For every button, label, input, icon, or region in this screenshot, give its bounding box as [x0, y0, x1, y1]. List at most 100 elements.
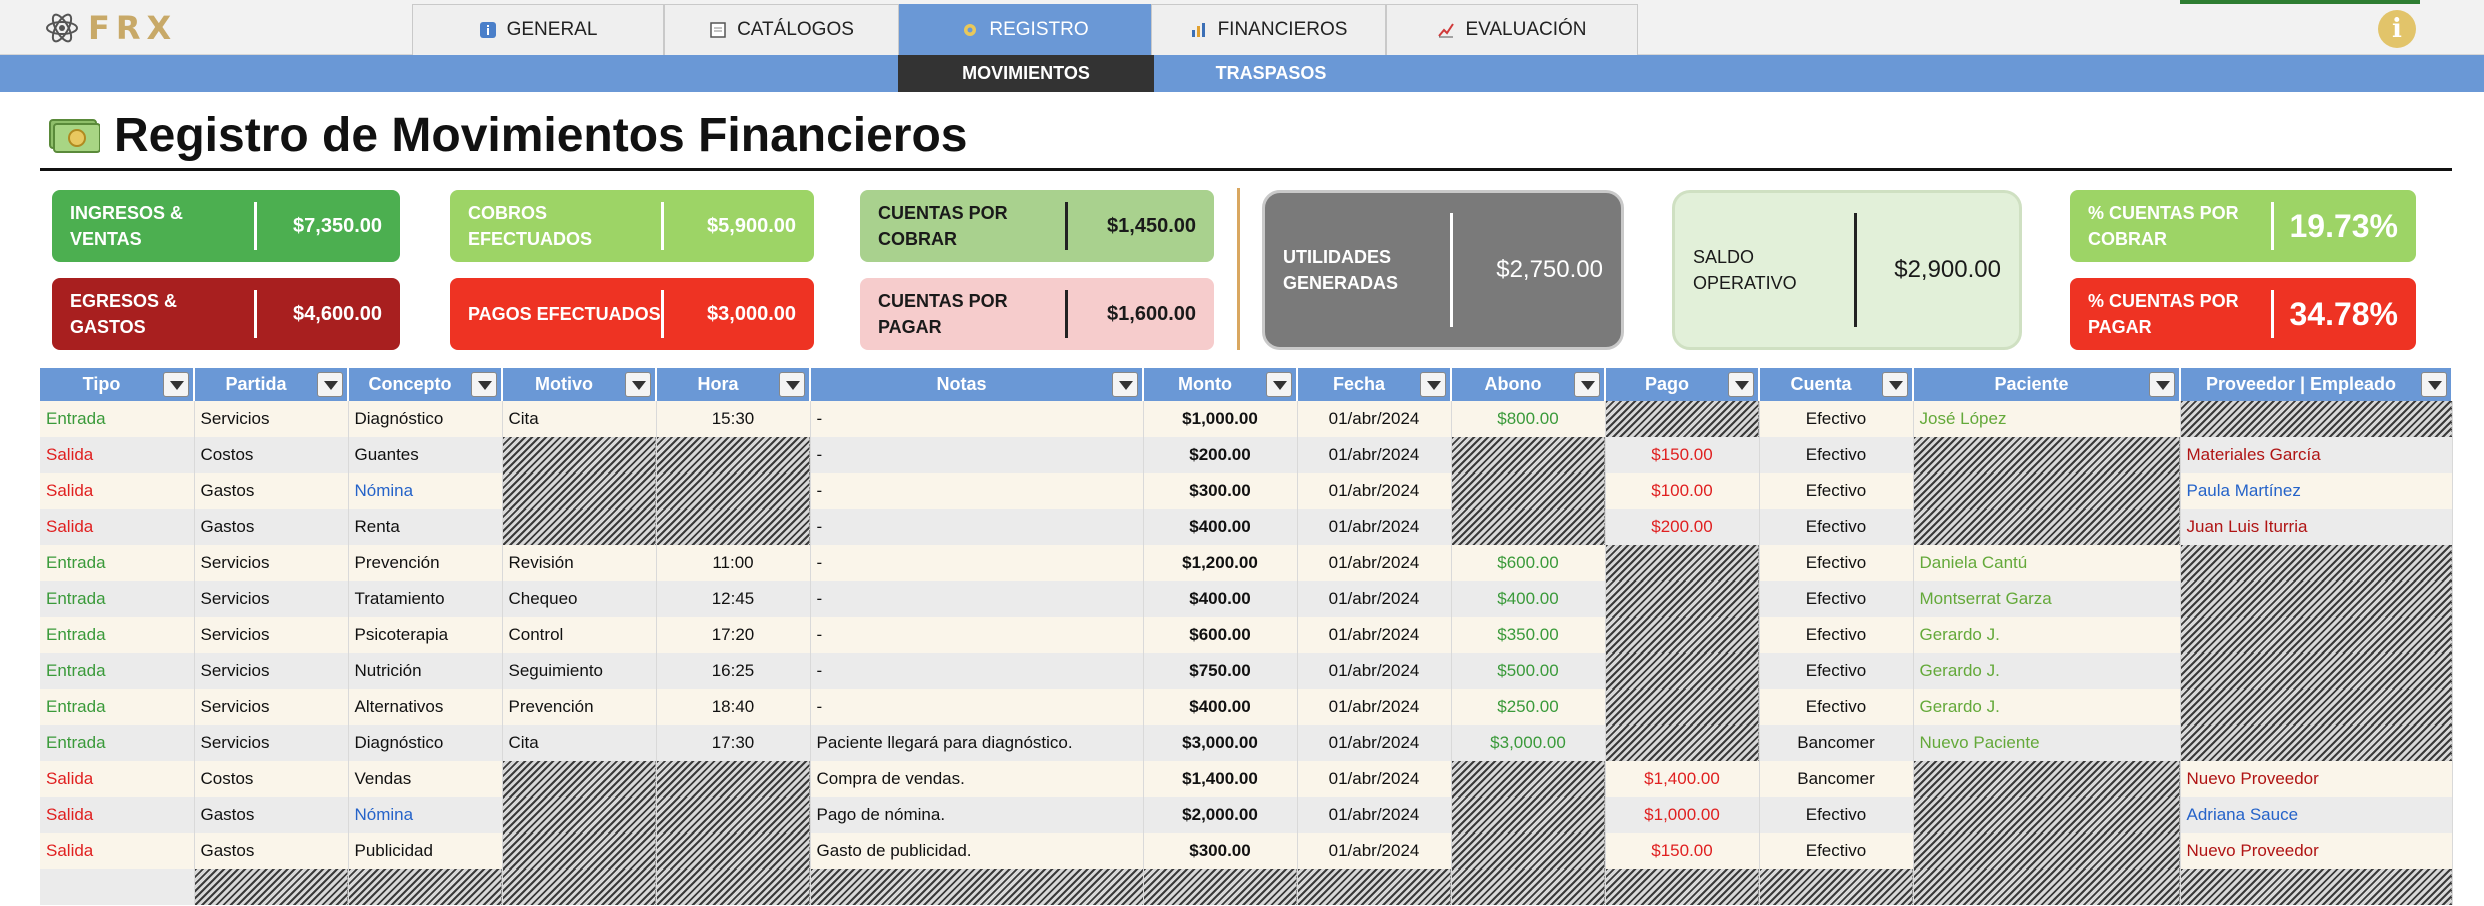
cell-cuenta[interactable]: Efectivo	[1759, 437, 1914, 473]
tab-catalogos[interactable]: CATÁLOGOS	[664, 4, 899, 55]
cell-proveedor[interactable]: Materiales García	[2180, 437, 2453, 473]
cell-fecha[interactable]: 01/abr/2024	[1297, 725, 1452, 761]
cell-paciente[interactable]	[1913, 833, 2181, 869]
cell-abono[interactable]	[1451, 473, 1606, 509]
filter-dropdown-icon[interactable]	[1728, 372, 1754, 397]
cell-pago[interactable]	[1605, 869, 1760, 905]
table-row[interactable]: Salida Gastos Publicidad Gasto de publicida…	[40, 833, 2453, 869]
cell-fecha[interactable]: 01/abr/2024	[1297, 401, 1452, 437]
cell-cuenta[interactable]: Efectivo	[1759, 581, 1914, 617]
cell-fecha[interactable]: 01/abr/2024	[1297, 437, 1452, 473]
cell-partida[interactable]: Servicios	[194, 545, 349, 581]
cell-notas[interactable]: Gasto de publicidad.	[810, 833, 1144, 869]
cell-notas[interactable]: -	[810, 581, 1144, 617]
cell-partida[interactable]: Costos	[194, 437, 349, 473]
cell-partida[interactable]	[194, 869, 349, 905]
filter-dropdown-icon[interactable]	[1574, 372, 1600, 397]
filter-dropdown-icon[interactable]	[2421, 372, 2447, 397]
cell-concepto[interactable]: Diagnóstico	[348, 401, 503, 437]
table-row[interactable]: Entrada Servicios Diagnóstico Cita 15:30- $1,…	[40, 401, 2453, 437]
cell-tipo[interactable]: Salida	[40, 833, 195, 869]
cell-paciente[interactable]: Gerardo J.	[1913, 653, 2181, 689]
cell-hora[interactable]: 15:30	[656, 401, 811, 437]
cell-paciente[interactable]: Montserrat Garza	[1913, 581, 2181, 617]
cell-pago[interactable]: $150.00	[1605, 833, 1760, 869]
cell-cuenta[interactable]: Efectivo	[1759, 401, 1914, 437]
cell-pago[interactable]: $1,000.00	[1605, 797, 1760, 833]
app-logo[interactable]: FRX	[44, 6, 177, 50]
cell-cuenta[interactable]: Efectivo	[1759, 509, 1914, 545]
cell-hora[interactable]	[656, 437, 811, 473]
cell-notas[interactable]: Compra de vendas.	[810, 761, 1144, 797]
cell-tipo[interactable]: Salida	[40, 473, 195, 509]
cell-proveedor[interactable]: Nuevo Proveedor	[2180, 833, 2453, 869]
cell-pago[interactable]: $100.00	[1605, 473, 1760, 509]
cell-abono[interactable]	[1451, 797, 1606, 833]
cell-cuenta[interactable]: Efectivo	[1759, 545, 1914, 581]
cell-abono[interactable]: $3,000.00	[1451, 725, 1606, 761]
cell-concepto[interactable]: Guantes	[348, 437, 503, 473]
filter-dropdown-icon[interactable]	[317, 372, 343, 397]
filter-dropdown-icon[interactable]	[1420, 372, 1446, 397]
cell-notas[interactable]: -	[810, 401, 1144, 437]
cell-fecha[interactable]: 01/abr/2024	[1297, 473, 1452, 509]
cell-partida[interactable]: Servicios	[194, 689, 349, 725]
cell-tipo[interactable]: Entrada	[40, 401, 195, 437]
cell-proveedor[interactable]	[2180, 401, 2453, 437]
cell-proveedor[interactable]	[2180, 725, 2453, 761]
cell-motivo[interactable]: Control	[502, 617, 657, 653]
cell-cuenta[interactable]: Efectivo	[1759, 473, 1914, 509]
cell-notas[interactable]: -	[810, 509, 1144, 545]
cell-concepto[interactable]	[348, 869, 503, 905]
cell-partida[interactable]: Costos	[194, 761, 349, 797]
cell-cuenta[interactable]: Efectivo	[1759, 653, 1914, 689]
cell-motivo[interactable]	[502, 509, 657, 545]
cell-concepto[interactable]: Tratamiento	[348, 581, 503, 617]
table-row[interactable]: Salida Costos Guantes - $200.00 01/abr/2024 $1…	[40, 437, 2453, 473]
cell-pago[interactable]	[1605, 617, 1760, 653]
info-icon[interactable]: i	[2378, 10, 2416, 48]
table-row[interactable]: Entrada Servicios Psicoterapia Control 17:20…	[40, 617, 2453, 653]
cell-concepto[interactable]: Alternativos	[348, 689, 503, 725]
filter-dropdown-icon[interactable]	[163, 372, 189, 397]
table-row[interactable]	[40, 869, 2453, 905]
cell-monto[interactable]: $300.00	[1143, 473, 1298, 509]
cell-partida[interactable]: Servicios	[194, 581, 349, 617]
tab-evaluacion[interactable]: EVALUACIÓN	[1386, 4, 1638, 55]
cell-hora[interactable]: 12:45	[656, 581, 811, 617]
filter-dropdown-icon[interactable]	[2149, 372, 2175, 397]
cell-abono[interactable]	[1451, 761, 1606, 797]
cell-abono[interactable]	[1451, 509, 1606, 545]
cell-notas[interactable]	[810, 869, 1144, 905]
cell-motivo[interactable]: Chequeo	[502, 581, 657, 617]
cell-motivo[interactable]	[502, 761, 657, 797]
cell-monto[interactable]: $600.00	[1143, 617, 1298, 653]
cell-cuenta[interactable]: Efectivo	[1759, 617, 1914, 653]
cell-fecha[interactable]: 01/abr/2024	[1297, 761, 1452, 797]
cell-partida[interactable]: Gastos	[194, 509, 349, 545]
cell-paciente[interactable]	[1913, 797, 2181, 833]
subtab-movimientos[interactable]: MOVIMIENTOS	[898, 55, 1154, 92]
cell-fecha[interactable]: 01/abr/2024	[1297, 833, 1452, 869]
cell-hora[interactable]: 11:00	[656, 545, 811, 581]
cell-concepto[interactable]: Psicoterapia	[348, 617, 503, 653]
cell-paciente[interactable]: Daniela Cantú	[1913, 545, 2181, 581]
cell-notas[interactable]: -	[810, 653, 1144, 689]
cell-monto[interactable]: $1,000.00	[1143, 401, 1298, 437]
cell-monto[interactable]: $400.00	[1143, 581, 1298, 617]
cell-notas[interactable]: -	[810, 617, 1144, 653]
table-row[interactable]: Entrada Servicios Prevención Revisión 11:00-…	[40, 545, 2453, 581]
cell-cuenta[interactable]: Efectivo	[1759, 833, 1914, 869]
cell-pago[interactable]	[1605, 545, 1760, 581]
cell-tipo[interactable]: Entrada	[40, 545, 195, 581]
cell-abono[interactable]	[1451, 437, 1606, 473]
cell-proveedor[interactable]	[2180, 617, 2453, 653]
cell-cuenta[interactable]: Bancomer	[1759, 761, 1914, 797]
cell-notas[interactable]: -	[810, 689, 1144, 725]
cell-tipo[interactable]: Salida	[40, 761, 195, 797]
cell-proveedor[interactable]: Paula Martínez	[2180, 473, 2453, 509]
cell-paciente[interactable]	[1913, 437, 2181, 473]
cell-motivo[interactable]: Seguimiento	[502, 653, 657, 689]
cell-paciente[interactable]	[1913, 761, 2181, 797]
cell-hora[interactable]: 17:20	[656, 617, 811, 653]
